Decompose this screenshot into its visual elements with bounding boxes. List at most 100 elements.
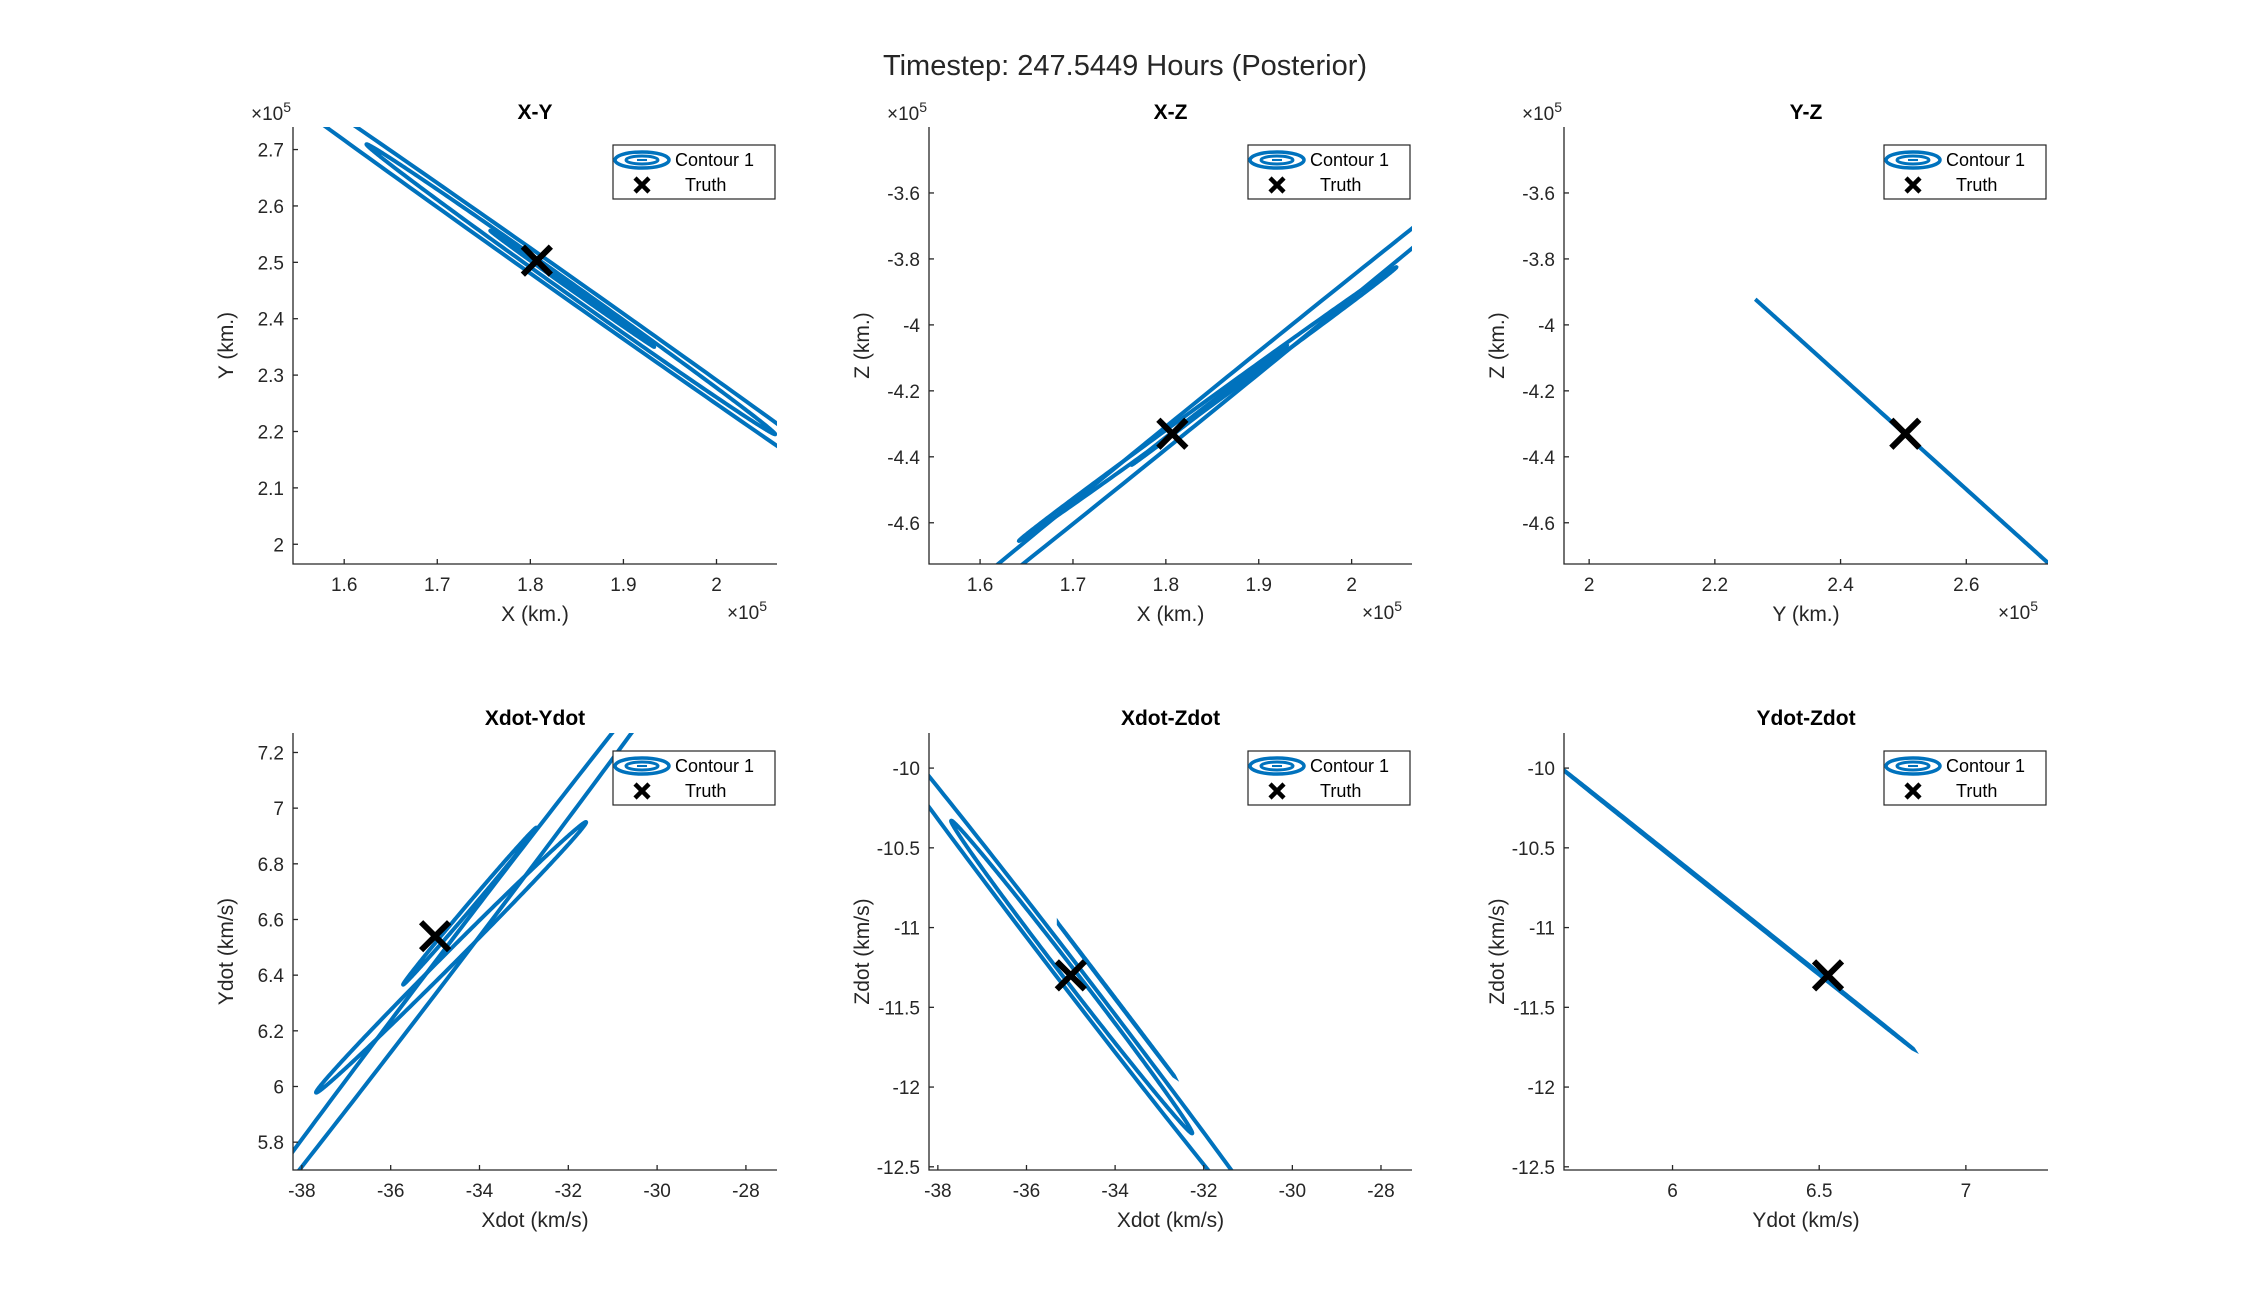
y-tick-label: -10.5: [1512, 839, 1555, 860]
legend: Contour 1 Truth: [1247, 144, 1411, 200]
truth-legend-icon: [1268, 176, 1286, 194]
y-tick-label: -10: [1528, 759, 1555, 780]
x-exponent-label: ×105: [1998, 598, 2038, 624]
contour-ellipse-2: [313, 820, 589, 1095]
y-tick-label: 2.5: [258, 253, 284, 274]
y-tick-label: -4.2: [887, 382, 920, 403]
y-tick-label: -12: [893, 1078, 920, 1099]
subplot-ydot-zdot: 6 6.5 7 -12.5 -12 -11.5 -11 -10.5 -10 Ydot (km/s)…: [1486, 707, 2048, 1232]
y-tick-label: -3.6: [1522, 184, 1555, 205]
y-tick-label: 2.7: [258, 141, 284, 162]
x-axis-label: X (km.): [501, 603, 569, 626]
truth-marker: [418, 920, 452, 953]
y-axis-label: Z (km.): [1486, 312, 1509, 378]
contour-ellipse-1: [401, 825, 539, 987]
y-tick-label: 2.6: [258, 197, 284, 218]
y-tick-label: -12: [1528, 1078, 1555, 1099]
contour-legend-icon: [1248, 756, 1306, 776]
subplot-title: Y-Z: [1790, 101, 1823, 124]
contour-legend-icon: [1884, 150, 1942, 170]
x-tick-label: 2.6: [1953, 575, 1979, 596]
x-tick-label: 1.9: [610, 575, 636, 596]
y-tick-label: 6: [273, 1077, 284, 1098]
y-tick-label: -11.5: [878, 998, 920, 1019]
y-tick-label: -4: [1538, 316, 1555, 337]
y-tick-label: -4.4: [1522, 448, 1555, 469]
truth-marker: [520, 244, 553, 277]
legend-entry-contour: Contour 1: [1946, 150, 2025, 170]
y-tick-label: -11: [894, 919, 920, 940]
x-tick-label: -32: [555, 1181, 582, 1202]
legend-entry-truth: Truth: [1956, 175, 1997, 195]
legend-entry-contour: Contour 1: [675, 756, 754, 776]
contour-ellipse-2: [949, 818, 1195, 1136]
x-tick-label: -30: [1279, 1181, 1306, 1202]
y-tick-label: 6.2: [258, 1022, 284, 1043]
x-tick-label: 1.7: [1060, 575, 1086, 596]
x-tick-label: -36: [1013, 1181, 1040, 1202]
x-tick-label: -36: [377, 1181, 404, 1202]
y-axis-label: Ydot (km/s): [215, 898, 238, 1005]
x-tick-label: 1.8: [517, 575, 543, 596]
legend-entry-truth: Truth: [1320, 175, 1361, 195]
y-axis-label: Z (km.): [851, 312, 874, 378]
y-tick-label: -12.5: [877, 1158, 920, 1179]
y-tick-label: -10.5: [877, 839, 920, 860]
x-axis-label: Xdot (km/s): [481, 1209, 588, 1232]
y-exponent-label: ×105: [1522, 99, 1562, 125]
truth-marker: [1156, 417, 1189, 450]
truth-legend-icon: [1904, 176, 1922, 194]
x-axis-label: Xdot (km/s): [1117, 1209, 1224, 1232]
x-tick-label: 7: [1961, 1181, 1972, 1202]
x-tick-label: 2: [1346, 575, 1357, 596]
x-tick-label: -34: [466, 1181, 494, 1202]
x-axis-label: Ydot (km/s): [1752, 1209, 1859, 1232]
truth-legend-icon: [1268, 782, 1286, 800]
x-exponent-label: ×105: [1362, 598, 1402, 624]
y-tick-label: -10: [893, 759, 920, 780]
x-tick-label: 2.2: [1702, 575, 1728, 596]
x-tick-label: -38: [288, 1181, 315, 1202]
x-tick-label: -32: [1190, 1181, 1217, 1202]
y-tick-label: 7.2: [258, 743, 284, 764]
legend: Contour 1 Truth: [1883, 750, 2047, 806]
x-tick-label: 1.6: [967, 575, 993, 596]
subplot-title: Xdot-Ydot: [485, 707, 585, 730]
subplot-title: X-Z: [1154, 101, 1188, 124]
y-tick-label: -4.6: [887, 514, 920, 535]
legend-entry-contour: Contour 1: [675, 150, 754, 170]
legend-entry-truth: Truth: [1320, 781, 1361, 801]
y-tick-label: 7: [273, 799, 284, 820]
y-tick-label: 5.8: [258, 1133, 284, 1154]
contour-ellipse-3: [293, 733, 635, 1170]
contour-ellipse-1: [1564, 767, 1919, 1054]
y-exponent-label: ×105: [887, 99, 927, 125]
contour-legend-icon: [613, 756, 671, 776]
truth-legend-icon: [633, 782, 651, 800]
y-tick-label: -4.2: [1522, 382, 1555, 403]
y-tick-label: 6.4: [258, 966, 285, 987]
legend: Contour 1 Truth: [612, 750, 776, 806]
legend: Contour 1 Truth: [1247, 750, 1411, 806]
y-tick-label: -4: [903, 316, 920, 337]
legend-entry-contour: Contour 1: [1946, 756, 2025, 776]
y-axis-label: Zdot (km/s): [1486, 898, 1509, 1004]
y-tick-label: 6.8: [258, 855, 284, 876]
x-tick-label: 1.9: [1246, 575, 1272, 596]
legend-entry-truth: Truth: [1956, 781, 1997, 801]
axes-box: [292, 127, 777, 565]
x-tick-label: -38: [924, 1181, 951, 1202]
x-tick-label: 1.7: [424, 575, 450, 596]
x-tick-label: 2: [1584, 575, 1595, 596]
figure-title: Timestep: 247.5449 Hours (Posterior): [882, 50, 1368, 82]
x-tick-label: 1.8: [1153, 575, 1179, 596]
x-tick-label: 2.4: [1827, 575, 1854, 596]
subplot-y-z: 2 2.2 2.4 2.6 -4.6 -4.4 -4.2 -4 -3.8 -3.6 ×105 ×105…: [1486, 99, 2048, 626]
x-tick-label: -28: [732, 1181, 759, 1202]
contour-ellipse-3: [929, 773, 1234, 1170]
y-axis-label: Y (km.): [215, 312, 238, 379]
contour-ellipse-1: [488, 228, 657, 349]
legend-entry-truth: Truth: [685, 781, 726, 801]
y-tick-label: 2.1: [258, 479, 284, 500]
